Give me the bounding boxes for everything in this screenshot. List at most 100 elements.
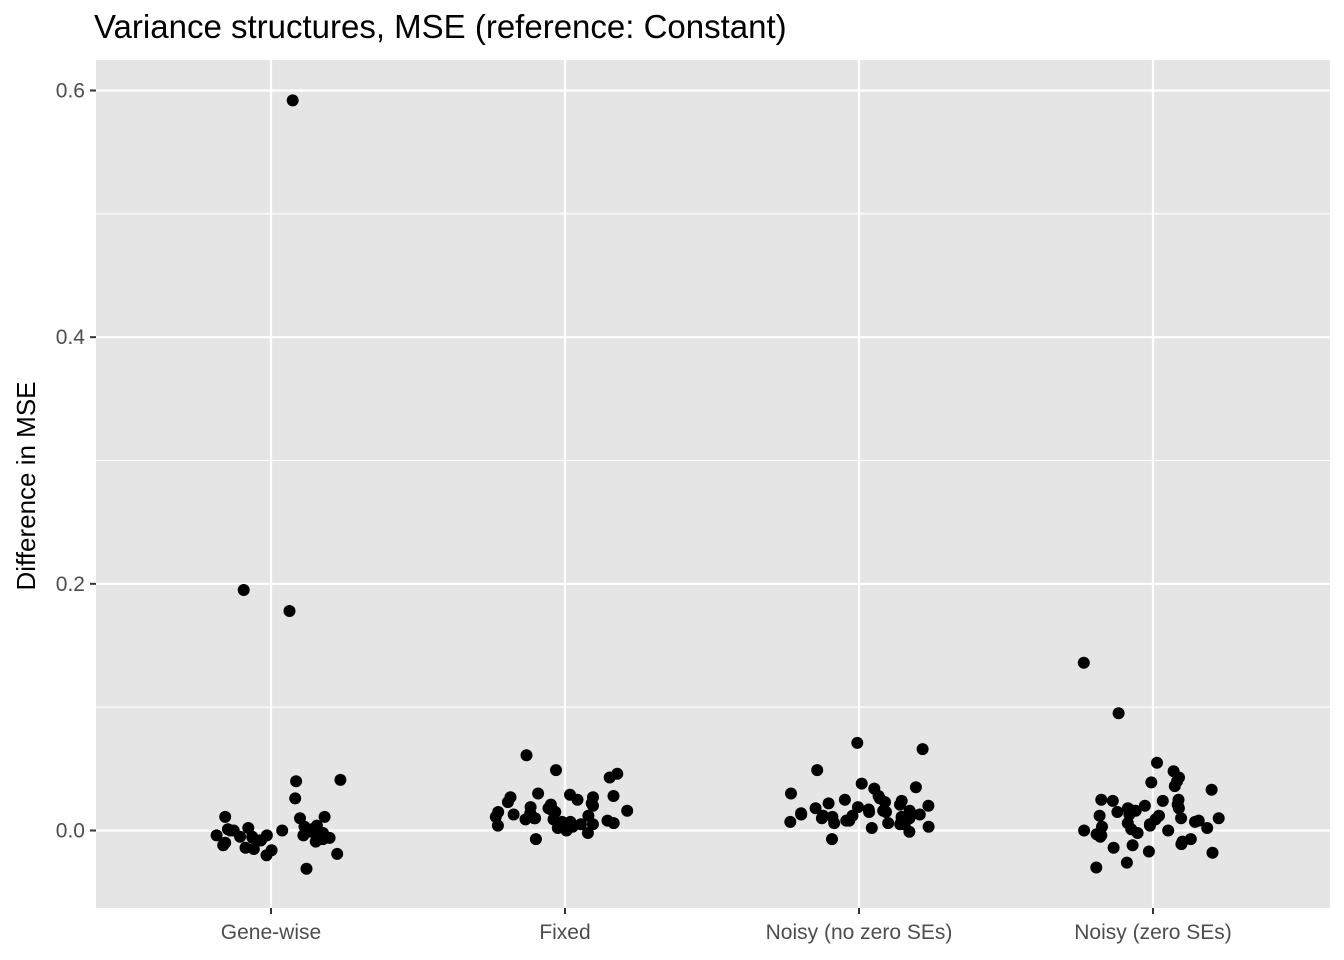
data-point: [560, 824, 573, 837]
data-point: [882, 817, 895, 830]
data-point: [909, 781, 922, 794]
data-point: [811, 764, 824, 777]
data-point: [581, 827, 594, 839]
data-point: [880, 806, 892, 818]
x-tick-label: Noisy (no zero SEs): [766, 921, 953, 944]
data-point: [300, 862, 313, 875]
data-point: [224, 824, 237, 837]
y-axis: 0.0 0.2 0.4 0.6: [56, 80, 96, 843]
data-point: [855, 777, 868, 790]
data-point: [529, 833, 542, 846]
data-point: [1094, 830, 1107, 843]
data-point: [1144, 819, 1156, 832]
data-point: [922, 799, 935, 812]
data-point: [289, 792, 302, 805]
data-point: [1090, 861, 1103, 874]
x-axis: Gene-wise Fixed Noisy (no zero SEs) Noisy (…: [221, 908, 1232, 944]
y-tick-label: 0.2: [56, 573, 85, 596]
data-point: [809, 802, 822, 815]
data-point: [586, 818, 599, 831]
data-point: [1120, 856, 1133, 869]
data-point: [894, 798, 906, 811]
data-point: [491, 819, 504, 832]
data-point: [785, 787, 797, 800]
data-point: [309, 835, 322, 848]
data-point: [1111, 806, 1124, 818]
data-point: [1078, 824, 1091, 837]
y-tick-label: 0.6: [56, 80, 85, 103]
data-point: [1205, 783, 1218, 796]
data-point: [519, 813, 532, 826]
data-point: [286, 94, 299, 107]
data-point: [784, 815, 797, 828]
data-point: [507, 808, 520, 821]
data-point: [838, 793, 851, 806]
data-point: [863, 806, 876, 818]
data-point: [1175, 812, 1188, 825]
data-point: [1145, 776, 1158, 789]
data-point: [828, 817, 841, 830]
y-tick-label: 0.4: [56, 326, 86, 349]
data-point: [815, 812, 828, 825]
data-point: [1151, 756, 1163, 769]
y-axis-title: Difference in MSE: [11, 381, 41, 590]
data-point: [297, 829, 310, 842]
data-point: [318, 810, 331, 823]
data-point: [903, 825, 916, 838]
data-point: [1206, 846, 1219, 859]
data-point: [1156, 794, 1169, 807]
data-point: [922, 820, 935, 833]
data-point: [607, 817, 620, 830]
data-point: [528, 812, 541, 825]
data-point: [532, 787, 545, 800]
data-point: [247, 843, 260, 855]
data-point: [916, 743, 929, 756]
data-point: [851, 736, 864, 749]
data-point: [334, 773, 347, 786]
plot-panel: [96, 60, 1330, 908]
data-point: [865, 822, 878, 834]
chart-title: Variance structures, MSE (reference: Con…: [94, 8, 787, 45]
data-point: [1189, 815, 1201, 828]
data-point: [1131, 827, 1144, 839]
data-point: [255, 834, 267, 847]
data-point: [852, 801, 864, 814]
data-point: [1107, 841, 1120, 854]
data-point: [1212, 812, 1225, 825]
data-point: [621, 804, 634, 817]
data-point: [1162, 824, 1175, 837]
points-layer: [210, 94, 1225, 875]
data-point: [1093, 809, 1106, 822]
data-point: [1126, 839, 1139, 852]
data-point: [1077, 656, 1090, 669]
data-point: [276, 824, 289, 837]
data-point: [1168, 780, 1181, 793]
y-tick-label: 0.0: [56, 820, 85, 843]
data-point: [331, 847, 344, 860]
grid-minor: [96, 213, 1330, 708]
data-point: [501, 796, 514, 809]
data-point: [217, 839, 230, 852]
data-point: [234, 830, 247, 843]
data-point: [822, 797, 835, 810]
data-point: [913, 808, 926, 821]
data-point: [603, 771, 616, 784]
data-point: [571, 793, 584, 806]
data-point: [1106, 794, 1119, 807]
data-point: [1095, 793, 1108, 806]
data-point: [283, 605, 296, 617]
data-point: [1201, 822, 1214, 834]
data-point: [1175, 838, 1188, 851]
data-point: [1172, 802, 1185, 815]
data-point: [1142, 845, 1155, 858]
data-point: [826, 833, 838, 846]
data-point: [1112, 707, 1125, 720]
data-point: [520, 749, 533, 762]
data-point: [219, 810, 232, 823]
data-point: [894, 818, 907, 831]
data-point: [843, 814, 856, 827]
data-point: [237, 584, 250, 596]
data-point: [210, 829, 223, 842]
